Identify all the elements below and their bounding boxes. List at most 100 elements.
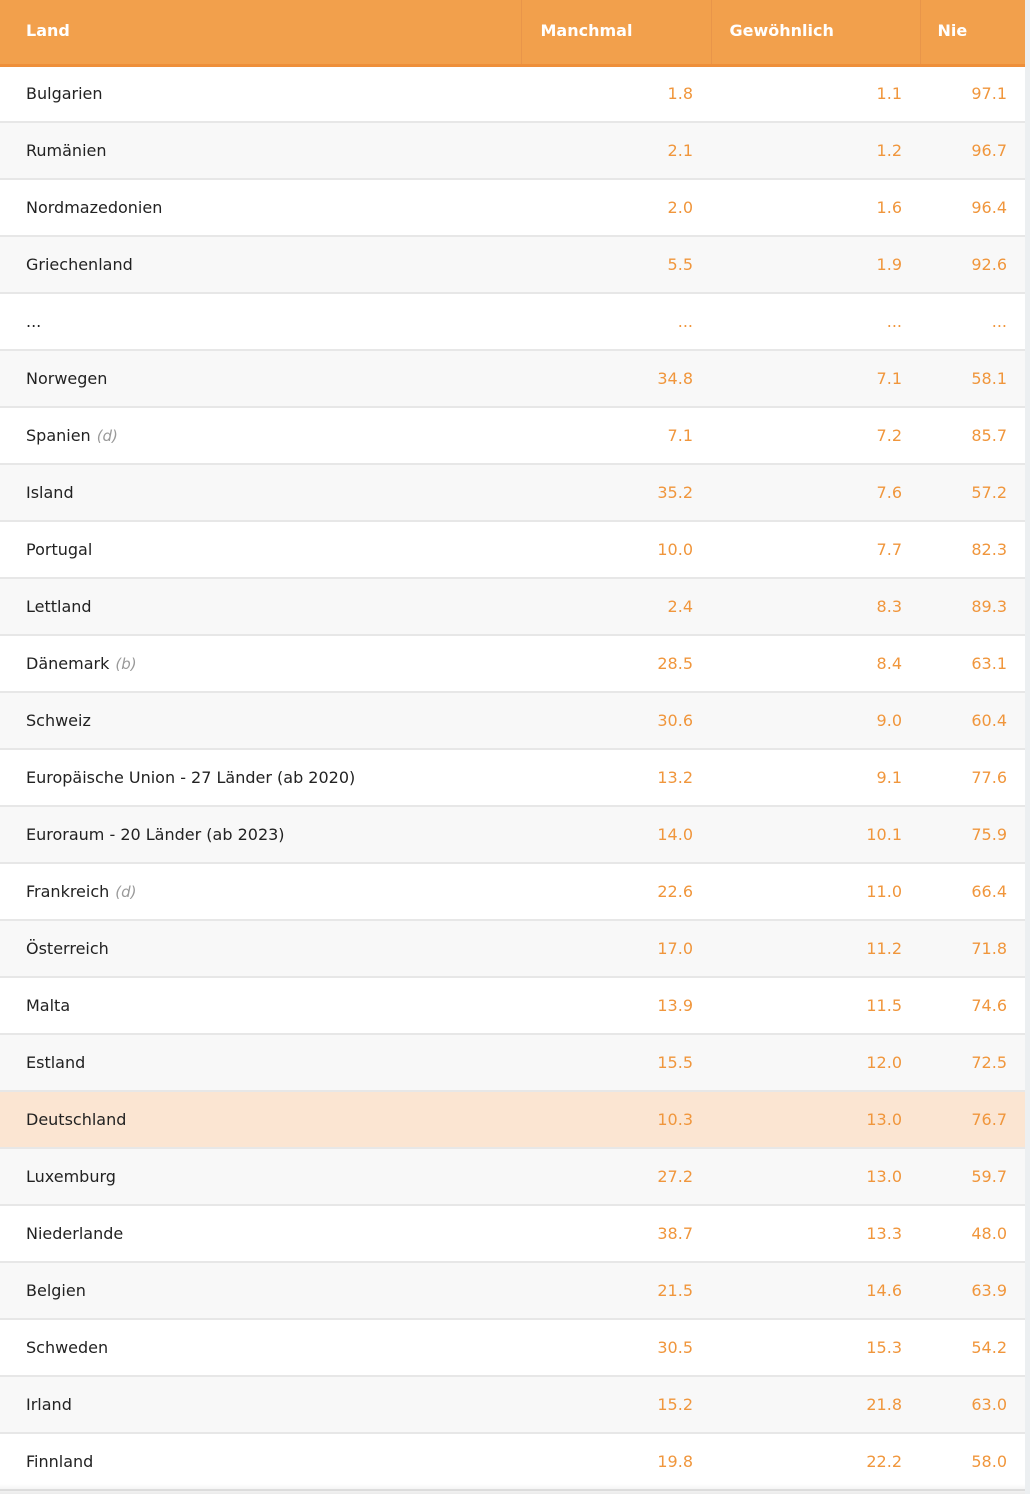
country-name: Spanien	[26, 426, 91, 445]
cell-manchmal: 15.2	[657, 1395, 693, 1414]
footnote-flag: (d)	[115, 883, 137, 901]
country-name: Europäische Union - 27 Länder (ab 2020)	[26, 768, 356, 787]
cell-manchmal: 2.1	[667, 141, 693, 160]
cell-land: Belgien	[0, 1262, 521, 1319]
cell-gewoehnlich: 14.6	[866, 1281, 902, 1300]
cell-nie: 74.6	[971, 996, 1007, 1015]
cell-gewoehnlich: 10.1	[866, 825, 902, 844]
table-body: Bulgarien 1.8 1.1 97.1 Rumänien 2.1 1.2 96.7 Nor…	[0, 65, 1025, 1490]
cell-gewoehnlich: 13.0	[866, 1110, 902, 1129]
cell-gewoehnlich: 7.6	[876, 483, 902, 502]
table-row: ............	[0, 293, 1025, 350]
country-name: Norwegen	[26, 369, 108, 388]
cell-land: Frankreich (d)	[0, 863, 521, 920]
cell-gewoehnlich: 1.1	[876, 84, 902, 104]
cell-nie: 48.0	[971, 1224, 1007, 1243]
country-name: ...	[26, 312, 42, 331]
header-gewoehnlich[interactable]: Gewöhnlich	[710, 0, 920, 67]
cell-nie: 59.7	[971, 1167, 1007, 1186]
cell-manchmal: 35.2	[657, 483, 693, 502]
cell-manchmal: 13.2	[657, 768, 693, 787]
country-name: Estland	[26, 1053, 86, 1072]
cell-manchmal: 30.5	[657, 1338, 693, 1357]
country-name: Griechenland	[26, 255, 133, 274]
cell-land: Rumänien	[0, 122, 521, 179]
cell-land: Spanien (d)	[0, 407, 521, 464]
table-row: Bulgarien 1.8 1.1 97.1	[0, 65, 1025, 122]
table-row: Lettland 2.4 8.3 89.3	[0, 578, 1025, 635]
cell-land: Malta	[0, 977, 521, 1034]
country-name: Portugal	[26, 540, 93, 559]
scrollbar[interactable]	[1025, 0, 1030, 1494]
cell-land: Schweiz	[0, 692, 521, 749]
country-name: Euroraum - 20 Länder (ab 2023)	[26, 825, 285, 844]
cell-land: Dänemark (b)	[0, 635, 521, 692]
cell-gewoehnlich: 15.3	[866, 1338, 902, 1357]
country-name: Lettland	[26, 597, 92, 616]
cell-manchmal: 14.0	[657, 825, 693, 844]
cell-manchmal: 7.1	[667, 426, 693, 445]
header-manchmal[interactable]: Manchmal	[520, 0, 711, 67]
cell-land: Österreich	[0, 920, 521, 977]
cell-nie: 71.8	[971, 939, 1007, 958]
header-land[interactable]: Land	[0, 0, 521, 67]
country-name: Luxemburg	[26, 1167, 116, 1186]
table-row: Schweden 30.5 15.3 54.2	[0, 1319, 1025, 1376]
country-name: Frankreich	[26, 882, 110, 901]
table-row: Spanien (d) 7.1 7.2 85.7	[0, 407, 1025, 464]
country-name: Schweiz	[26, 711, 91, 730]
header-row: Land Manchmal Gewöhnlich Nie	[0, 0, 1025, 67]
scroll-shadow	[0, 1484, 1025, 1494]
table-row: Nordmazedonien 2.0 1.6 96.4	[0, 179, 1025, 236]
cell-gewoehnlich: 13.3	[866, 1224, 902, 1243]
cell-gewoehnlich: 22.2	[866, 1452, 902, 1471]
cell-gewoehnlich: 11.5	[866, 996, 902, 1015]
cell-land: Irland	[0, 1376, 521, 1433]
cell-land: Finnland	[0, 1433, 521, 1490]
cell-manchmal: 13.9	[657, 996, 693, 1015]
country-name: Dänemark	[26, 654, 110, 673]
cell-nie: 63.9	[971, 1281, 1007, 1300]
cell-land: Lettland	[0, 578, 521, 635]
cell-manchmal: 27.2	[657, 1167, 693, 1186]
cell-land: Niederlande	[0, 1205, 521, 1262]
table-row: Portugal 10.0 7.7 82.3	[0, 521, 1025, 578]
cell-nie: 75.9	[971, 825, 1007, 844]
cell-land: Nordmazedonien	[0, 179, 521, 236]
footnote-flag: (d)	[96, 427, 118, 445]
table-row: Europäische Union - 27 Länder (ab 2020) 1…	[0, 749, 1025, 806]
table-row: Belgien 21.5 14.6 63.9	[0, 1262, 1025, 1319]
table-row: Dänemark (b) 28.5 8.4 63.1	[0, 635, 1025, 692]
country-name: Irland	[26, 1395, 72, 1414]
header-nie[interactable]: Nie	[919, 0, 1025, 67]
table-row: Schweiz 30.6 9.0 60.4	[0, 692, 1025, 749]
cell-manchmal: 38.7	[657, 1224, 693, 1243]
cell-land: Island	[0, 464, 521, 521]
table-row: Griechenland 5.5 1.9 92.6	[0, 236, 1025, 293]
cell-manchmal: 2.0	[667, 198, 693, 217]
cell-gewoehnlich: 7.7	[876, 540, 902, 559]
table-row: Frankreich (d) 22.6 11.0 66.4	[0, 863, 1025, 920]
cell-gewoehnlich: 9.1	[876, 768, 902, 787]
cell-land: Bulgarien	[0, 65, 521, 122]
cell-manchmal: 17.0	[657, 939, 693, 958]
footnote-flag: (b)	[115, 655, 137, 673]
table-header: Land Manchmal Gewöhnlich Nie	[0, 0, 1025, 67]
cell-land: Schweden	[0, 1319, 521, 1376]
country-name: Österreich	[26, 939, 109, 958]
cell-manchmal: 2.4	[667, 597, 693, 616]
country-name: Rumänien	[26, 141, 107, 160]
cell-land: Euroraum - 20 Länder (ab 2023)	[0, 806, 521, 863]
cell-nie: 66.4	[971, 882, 1007, 901]
table-row: Luxemburg 27.2 13.0 59.7	[0, 1148, 1025, 1205]
cell-land: Europäische Union - 27 Länder (ab 2020)	[0, 749, 521, 806]
cell-nie: 82.3	[971, 540, 1007, 559]
cell-manchmal: 34.8	[657, 369, 693, 388]
table-row: Malta 13.9 11.5 74.6	[0, 977, 1025, 1034]
cell-manchmal: 1.8	[667, 84, 693, 104]
cell-nie: 76.7	[971, 1110, 1007, 1129]
country-name: Niederlande	[26, 1224, 124, 1243]
cell-nie: 89.3	[971, 597, 1007, 616]
country-name: Island	[26, 483, 74, 502]
